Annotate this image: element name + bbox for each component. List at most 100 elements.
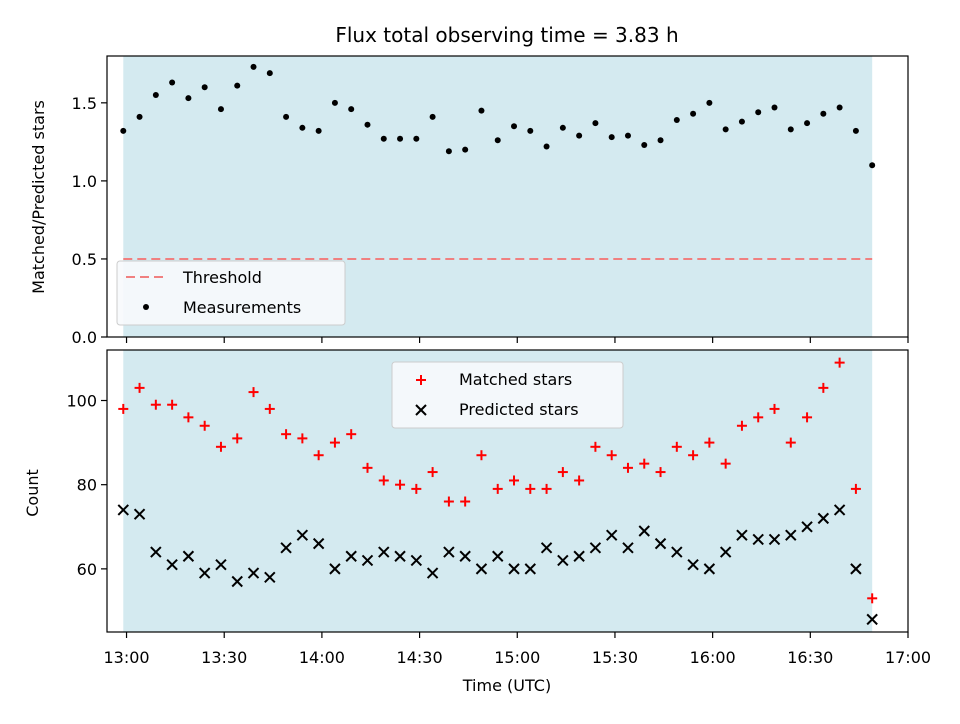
matched-point [329,437,340,448]
predicted-point [573,550,585,562]
matched-point [264,403,275,414]
matched-point [590,441,601,452]
legend-matched-swatch [416,375,426,385]
measurement-point [804,120,811,127]
predicted-point [166,558,178,571]
matched-point [574,475,585,486]
matched-point [688,450,699,461]
matched-point [427,467,438,478]
matched-point [395,479,406,490]
predicted-point [524,563,536,575]
measurement-point [478,107,485,114]
measurement-point [706,99,713,106]
predicted-point [215,558,227,571]
predicted-point [719,546,732,558]
matched-point [313,450,324,461]
predicted-point [459,550,471,562]
measurement-point [787,126,794,133]
matched-point [232,433,243,444]
measurement-point [201,84,208,91]
measurement-point [527,127,534,134]
x-axis-label: Time (UTC) [462,676,551,695]
measurement-point [576,132,583,139]
measurement-point [185,95,192,102]
bottom-panel: 60 80 100 13:00 13:30 14:00 14:30 15:00 15:30 16… [23,349,931,695]
predicted-point [198,567,211,579]
predicted-point [150,546,162,558]
y-tick-label: 60 [77,560,97,579]
matched-point [769,403,780,414]
top-legend-box [116,260,346,326]
matched-point [183,412,194,423]
predicted-point [785,529,797,541]
predicted-point [589,542,602,554]
bottom-legend: Matched stars Predicted stars [391,361,624,429]
predicted-point [247,567,260,579]
y-tick-label: 0.0 [72,328,97,347]
matched-point [215,441,226,452]
measurement-point [820,110,827,117]
matched-point [476,450,487,461]
measurement-point [494,137,501,144]
matched-point [492,483,503,494]
matched-point [281,429,292,440]
matched-point [606,450,617,461]
predicted-point [475,563,488,575]
measurement-point [266,70,273,77]
measurement-point [413,135,420,142]
predicted-point [443,546,455,558]
measurement-point [722,126,729,133]
measurement-point [657,137,664,144]
predicted-point [801,521,813,533]
x-tick-label: 14:00 [299,648,345,667]
x-tick-label: 16:00 [690,648,736,667]
measurement-point [429,113,436,120]
y-tick-label: 80 [77,476,97,495]
predicted-point [508,563,520,575]
predicted-point [410,554,423,567]
matched-point [834,357,845,368]
measurement-point [836,104,843,111]
matched-point [736,420,747,431]
predicted-point [638,525,650,537]
predicted-point [280,542,292,554]
matched-point [411,483,422,494]
measurement-point [511,123,518,130]
measurement-point [673,117,680,124]
bottom-y-axis-label: Count [23,469,42,517]
y-tick-label: 1.0 [72,172,97,191]
matched-point [541,483,552,494]
predicted-point [817,512,830,525]
measurement-point [299,124,306,131]
chart-title: Flux total observing time = 3.83 h [335,23,678,47]
predicted-point [231,575,243,588]
measurement-point [559,124,566,131]
measurement-point [771,104,778,111]
matched-point [720,458,731,469]
matched-point [818,382,829,393]
measurement-point [250,63,257,70]
matched-point [199,420,210,431]
matched-point [378,475,389,486]
legend-measurements-swatch [143,304,149,310]
predicted-point [752,533,764,546]
measurement-point [462,146,469,153]
legend-predicted-label: Predicted stars [459,400,579,419]
measurement-point [592,120,599,127]
x-tick-label: 15:00 [494,648,540,667]
measurement-point [136,113,143,120]
matched-point [248,387,259,398]
measurement-point [397,135,404,142]
predicted-point [394,550,406,562]
matched-point [150,399,161,410]
x-tick-label: 13:30 [201,648,247,667]
matched-point [557,467,568,478]
matched-point [346,429,357,440]
matched-point [785,437,796,448]
predicted-point [736,529,748,541]
predicted-point [345,550,357,562]
predicted-point [329,563,341,575]
measurement-point [641,141,648,148]
top-y-axis-label: Matched/Predicted stars [29,100,48,294]
